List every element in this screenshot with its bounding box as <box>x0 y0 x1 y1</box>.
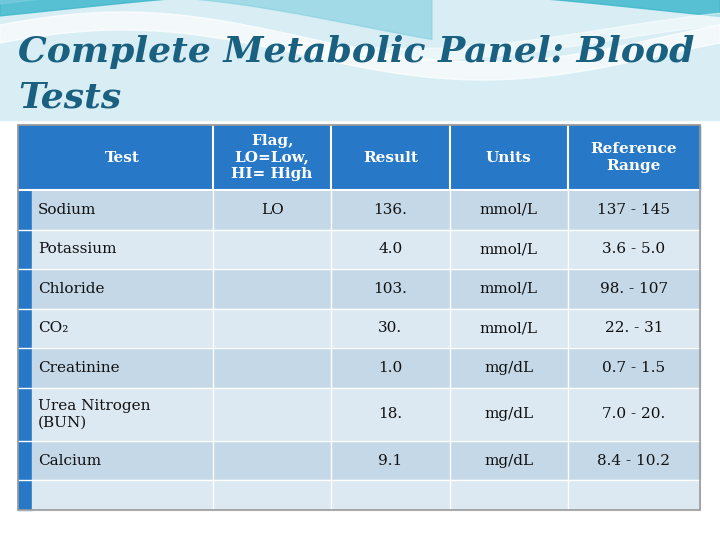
Bar <box>213 190 331 230</box>
Bar <box>449 481 568 510</box>
Bar <box>331 348 449 388</box>
Text: mmol/L: mmol/L <box>480 242 538 256</box>
Bar <box>449 190 568 230</box>
Text: 137 - 145: 137 - 145 <box>598 202 670 217</box>
Text: 4.0: 4.0 <box>378 242 402 256</box>
Bar <box>32 481 213 510</box>
Bar <box>331 190 449 230</box>
Text: Test: Test <box>105 151 140 165</box>
Text: Sodium: Sodium <box>38 202 96 217</box>
Text: 22. - 31: 22. - 31 <box>605 321 663 335</box>
Text: 7.0 - 20.: 7.0 - 20. <box>602 407 665 421</box>
Bar <box>32 441 213 481</box>
Text: mg/dL: mg/dL <box>484 361 534 375</box>
Text: 3.6 - 5.0: 3.6 - 5.0 <box>603 242 665 256</box>
Bar <box>331 269 449 308</box>
Text: mg/dL: mg/dL <box>484 407 534 421</box>
Bar <box>18 125 32 510</box>
Bar <box>0 0 720 120</box>
Text: 1.0: 1.0 <box>378 361 402 375</box>
Text: Calcium: Calcium <box>38 454 101 468</box>
Text: Units: Units <box>486 151 531 165</box>
Bar <box>213 125 331 190</box>
Text: Tests: Tests <box>18 80 121 114</box>
Bar <box>32 125 213 190</box>
Text: 30.: 30. <box>378 321 402 335</box>
Text: CO₂: CO₂ <box>38 321 68 335</box>
Bar <box>568 230 700 269</box>
Text: mmol/L: mmol/L <box>480 282 538 296</box>
Bar <box>568 190 700 230</box>
Bar <box>331 388 449 441</box>
Bar <box>568 388 700 441</box>
Bar <box>331 308 449 348</box>
Bar <box>449 230 568 269</box>
Bar <box>213 230 331 269</box>
Bar <box>568 348 700 388</box>
Text: Creatinine: Creatinine <box>38 361 120 375</box>
Bar <box>213 308 331 348</box>
Text: 103.: 103. <box>374 282 408 296</box>
Bar <box>32 308 213 348</box>
Text: LO: LO <box>261 202 284 217</box>
Text: Result: Result <box>363 151 418 165</box>
Bar <box>449 388 568 441</box>
Bar <box>449 308 568 348</box>
Text: 0.7 - 1.5: 0.7 - 1.5 <box>603 361 665 375</box>
Bar <box>331 441 449 481</box>
Text: 136.: 136. <box>374 202 408 217</box>
Text: 98. - 107: 98. - 107 <box>600 282 668 296</box>
Bar <box>213 388 331 441</box>
Bar <box>331 125 449 190</box>
Text: Complete Metabolic Panel: Blood: Complete Metabolic Panel: Blood <box>18 35 694 69</box>
Bar <box>32 348 213 388</box>
Bar <box>32 269 213 308</box>
Bar <box>213 441 331 481</box>
Text: 9.1: 9.1 <box>378 454 402 468</box>
Bar <box>331 481 449 510</box>
Text: mg/dL: mg/dL <box>484 454 534 468</box>
Text: Potassium: Potassium <box>38 242 117 256</box>
Text: mmol/L: mmol/L <box>480 321 538 335</box>
Bar <box>568 269 700 308</box>
Text: mmol/L: mmol/L <box>480 202 538 217</box>
Bar <box>32 388 213 441</box>
Bar <box>213 481 331 510</box>
Bar <box>568 441 700 481</box>
Bar <box>568 481 700 510</box>
Text: Urea Nitrogen
(BUN): Urea Nitrogen (BUN) <box>38 399 150 429</box>
Bar <box>32 190 213 230</box>
Bar <box>213 348 331 388</box>
Text: 18.: 18. <box>378 407 402 421</box>
Text: 8.4 - 10.2: 8.4 - 10.2 <box>598 454 670 468</box>
Bar <box>449 125 568 190</box>
Bar <box>449 348 568 388</box>
Bar <box>568 308 700 348</box>
Text: Chloride: Chloride <box>38 282 104 296</box>
Bar <box>331 230 449 269</box>
Text: Flag,
LO=Low,
HI= High: Flag, LO=Low, HI= High <box>231 134 312 181</box>
Bar <box>32 230 213 269</box>
Bar <box>568 125 700 190</box>
Bar <box>18 125 700 510</box>
Text: Reference
Range: Reference Range <box>590 143 678 173</box>
Bar <box>449 269 568 308</box>
Bar <box>213 269 331 308</box>
Bar <box>449 441 568 481</box>
